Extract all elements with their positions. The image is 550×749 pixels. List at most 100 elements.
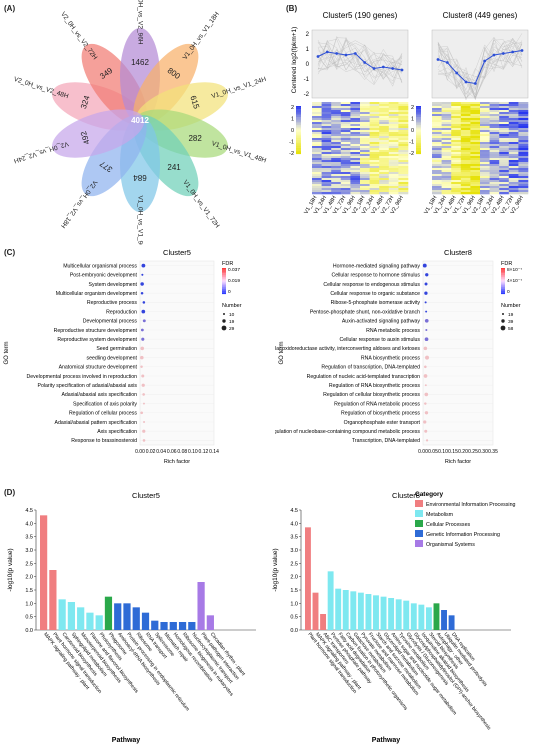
- heatmap-cell: [470, 120, 481, 123]
- heatmap-cell: [321, 164, 332, 167]
- kegg-bar: [448, 615, 455, 630]
- venn-petal-value: 1462: [131, 58, 149, 67]
- heatmap-cell: [350, 138, 361, 141]
- go-fdr-swatch: [501, 287, 505, 289]
- heatmap-cell: [499, 176, 510, 179]
- cluster-mean-point: [483, 59, 487, 63]
- heatmap-cell: [441, 110, 452, 113]
- heatmap-cell: [379, 110, 390, 113]
- heatmap-cell: [379, 118, 390, 121]
- go-xlabel: Rich factor: [164, 459, 190, 465]
- colorbar-swatch: [416, 125, 421, 127]
- heatmap-cell: [499, 178, 510, 181]
- go-fdr-swatch: [501, 273, 505, 275]
- heatmap-cell: [480, 112, 490, 115]
- heatmap-cell: [480, 150, 490, 153]
- colorbar-tick: 2: [411, 105, 414, 111]
- heatmap-cell: [499, 132, 510, 135]
- heatmap-cell: [369, 122, 380, 125]
- colorbar-swatch: [296, 115, 301, 118]
- heatmap-cell: [489, 108, 500, 111]
- go-xtick: 0.25: [468, 449, 478, 455]
- heatmap-cell: [480, 142, 490, 145]
- heatmap-cell: [499, 168, 510, 171]
- heatmap-cell: [369, 182, 380, 185]
- go-fdr-swatch: [222, 268, 226, 270]
- heatmap-cell: [360, 126, 370, 129]
- go-fdr-swatch: [501, 292, 505, 295]
- heatmap-cell: [369, 152, 380, 155]
- colorbar-swatch: [296, 112, 301, 115]
- heatmap-cell: [470, 166, 481, 169]
- heatmap-cell: [388, 128, 399, 131]
- heatmap-cell: [340, 148, 351, 151]
- heatmap-cell: [369, 140, 380, 143]
- go-bubble: [141, 263, 146, 268]
- heatmap-cell: [369, 162, 380, 165]
- heatmap-cell: [460, 112, 471, 115]
- go-fdr-swatch: [501, 274, 505, 276]
- go-term-label: Regulation of nucleic acid-templated tra…: [307, 374, 420, 380]
- go-bubble: [141, 383, 145, 387]
- go-term-label: Multicellular organism development: [56, 291, 138, 297]
- heatmap-cell: [518, 172, 529, 175]
- colorbar-swatch: [296, 147, 301, 150]
- kegg-bar: [365, 594, 372, 630]
- heatmap-cell: [499, 192, 510, 195]
- heatmap-cell: [312, 104, 322, 107]
- heatmap-cell: [499, 136, 510, 139]
- colorbar-swatch: [416, 128, 421, 131]
- kegg-ytick: 2.5: [25, 561, 33, 567]
- go-term-label: RNA biosynthetic process: [361, 355, 421, 361]
- heatmap-cell: [321, 174, 332, 177]
- heatmap-cell: [398, 126, 409, 129]
- go-fdr-swatch: [501, 278, 505, 280]
- heatmap-cell: [489, 124, 500, 127]
- heatmap-cell: [480, 186, 490, 189]
- heatmap-cell: [398, 174, 409, 177]
- heatmap-cell: [350, 114, 361, 117]
- kegg-xlabel: Pathway: [112, 737, 141, 744]
- heatmap-cell: [388, 174, 399, 177]
- colorbar-tick: -2: [409, 151, 414, 157]
- heatmap-cell: [480, 132, 490, 135]
- go-fdr-swatch: [222, 271, 226, 274]
- go-size-tick: 10: [229, 312, 235, 318]
- colorbar-tick: -1: [409, 140, 414, 146]
- heatmap-cell: [518, 106, 529, 109]
- go-fdr-swatch: [222, 284, 226, 287]
- heatmap-cell: [451, 180, 462, 183]
- cluster-ytick: 2: [306, 32, 310, 38]
- heatmap-cell: [518, 154, 529, 157]
- heatmap-cell: [321, 142, 332, 145]
- heatmap-cell: [331, 182, 342, 185]
- heatmap-cell: [331, 128, 342, 131]
- go-size-title: Number: [222, 303, 242, 309]
- heatmap-cell: [480, 108, 490, 111]
- kegg-bar: [188, 622, 196, 630]
- kegg-legend-title: Category: [415, 491, 444, 498]
- heatmap-cell: [388, 150, 399, 153]
- go-bubble: [142, 429, 146, 433]
- heatmap-cell: [321, 166, 332, 169]
- heatmap-cell: [379, 170, 390, 173]
- heatmap-cell: [388, 136, 399, 139]
- cluster-profiles: Centered log2(fpkm+1) Cluster5 (190 genes…: [289, 11, 529, 215]
- colorbar-tick: -1: [289, 140, 294, 146]
- heatmap-cell: [388, 192, 399, 195]
- venn-petal-value: 615: [188, 94, 201, 110]
- heatmap-cell: [379, 144, 390, 147]
- heatmap-cell: [489, 146, 500, 149]
- heatmap-cell: [331, 126, 342, 129]
- heatmap-cell: [441, 142, 452, 145]
- heatmap-cell: [369, 104, 380, 107]
- heatmap-cell: [460, 130, 471, 133]
- heatmap-cell: [379, 164, 390, 167]
- heatmap-cell: [470, 148, 481, 151]
- heatmap-cell: [489, 160, 500, 163]
- colorbar-swatch: [416, 114, 421, 116]
- heatmap-cell: [518, 142, 529, 145]
- heatmap-cell: [441, 104, 452, 107]
- heatmap-cell: [518, 132, 529, 135]
- heatmap-cell: [340, 118, 351, 121]
